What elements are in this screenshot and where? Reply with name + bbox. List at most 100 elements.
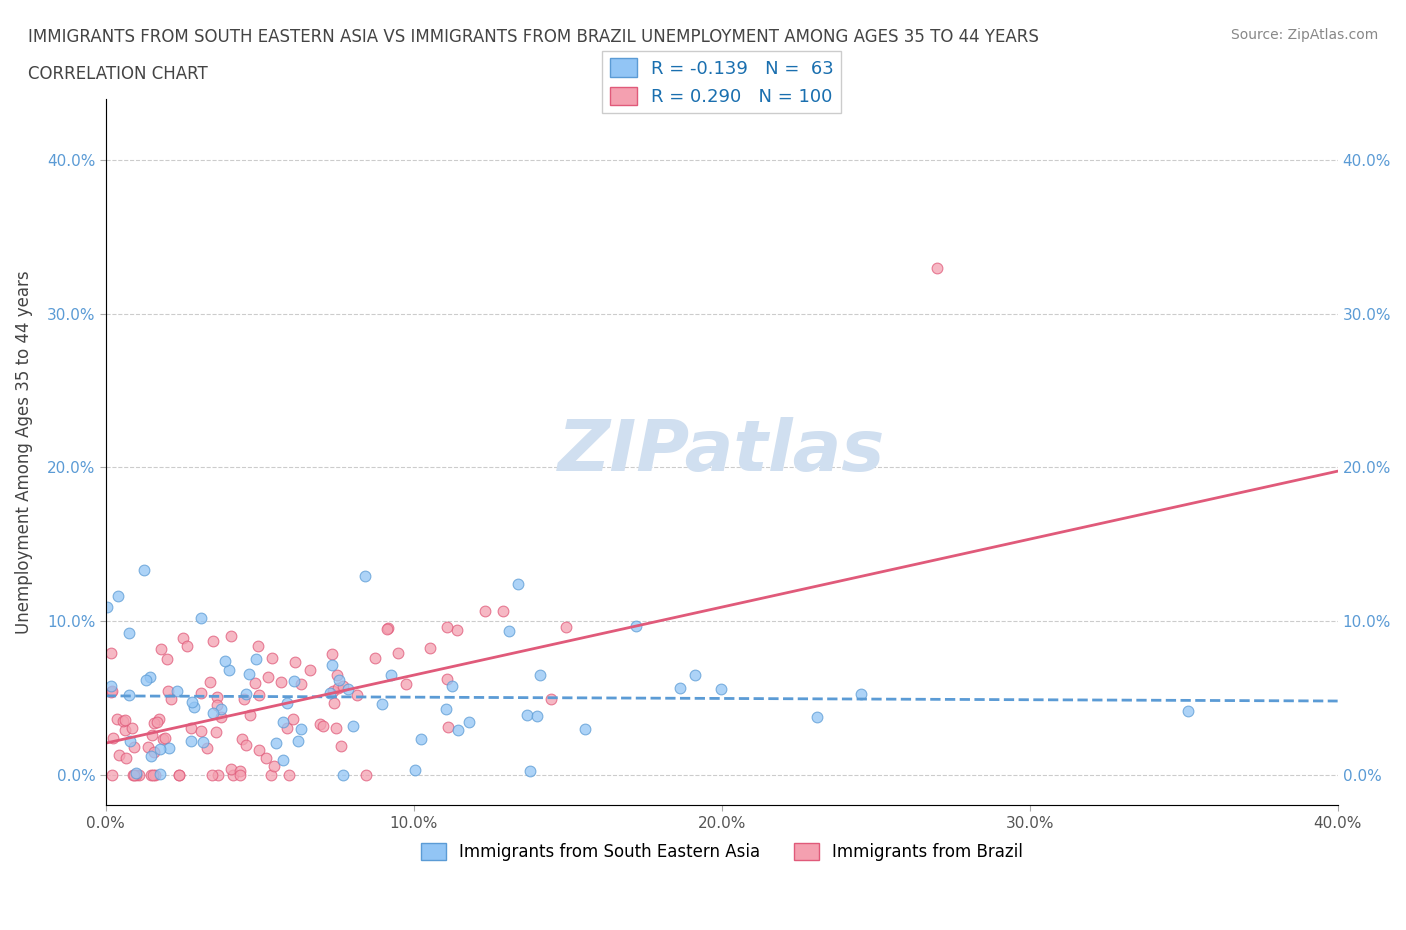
Text: Source: ZipAtlas.com: Source: ZipAtlas.com: [1230, 28, 1378, 42]
Point: [245, 651, 267, 666]
Point: [516, 708, 538, 723]
Point: [287, 733, 309, 748]
Point: [132, 563, 155, 578]
Point: [201, 706, 224, 721]
Point: [574, 722, 596, 737]
Point: [529, 668, 551, 683]
Point: [710, 682, 733, 697]
Point: [238, 666, 260, 681]
Point: [404, 762, 426, 777]
Point: [149, 642, 172, 657]
Point: [436, 671, 458, 686]
Point: [139, 767, 162, 782]
Point: [107, 589, 129, 604]
Point: [103, 731, 125, 746]
Point: [169, 767, 191, 782]
Point: [100, 684, 122, 699]
Point: [271, 715, 294, 730]
Point: [526, 709, 548, 724]
Text: CORRELATION CHART: CORRELATION CHART: [28, 65, 208, 83]
Point: [146, 715, 169, 730]
Point: [142, 767, 165, 782]
Point: [200, 675, 222, 690]
Point: [419, 641, 441, 656]
Point: [409, 731, 432, 746]
Point: [229, 764, 252, 778]
Point: [387, 645, 409, 660]
Point: [222, 767, 245, 782]
Point: [626, 618, 648, 633]
Point: [96, 599, 118, 614]
Point: [141, 728, 163, 743]
Point: [229, 767, 252, 782]
Point: [100, 767, 122, 782]
Point: [114, 723, 136, 737]
Point: [281, 712, 304, 727]
Point: [153, 731, 176, 746]
Text: IMMIGRANTS FROM SOUTH EASTERN ASIA VS IMMIGRANTS FROM BRAZIL UNEMPLOYMENT AMONG : IMMIGRANTS FROM SOUTH EASTERN ASIA VS IM…: [28, 28, 1039, 46]
Point: [124, 765, 146, 780]
Point: [519, 764, 541, 778]
Point: [276, 696, 298, 711]
Point: [276, 720, 298, 735]
Point: [337, 682, 360, 697]
Point: [290, 722, 312, 737]
Point: [233, 692, 256, 707]
Point: [243, 676, 266, 691]
Point: [100, 678, 122, 693]
Point: [436, 619, 458, 634]
Point: [260, 651, 283, 666]
Point: [270, 674, 292, 689]
Point: [375, 622, 398, 637]
Point: [142, 715, 165, 730]
Point: [207, 698, 229, 712]
Point: [149, 741, 172, 756]
Point: [201, 767, 224, 782]
Point: [1177, 704, 1199, 719]
Point: [141, 749, 163, 764]
Point: [190, 610, 212, 625]
Point: [183, 699, 205, 714]
Point: [321, 646, 343, 661]
Point: [195, 740, 218, 755]
Point: [122, 739, 145, 754]
Point: [149, 767, 172, 782]
Point: [309, 717, 332, 732]
Point: [209, 710, 232, 724]
Point: [205, 724, 228, 739]
Point: [156, 684, 179, 698]
Point: [249, 742, 271, 757]
Point: [100, 684, 122, 698]
Point: [235, 686, 257, 701]
Point: [122, 767, 145, 782]
Point: [214, 654, 236, 669]
Point: [246, 639, 269, 654]
Point: [209, 701, 232, 716]
Point: [322, 684, 344, 698]
Point: [326, 668, 349, 683]
Point: [540, 692, 562, 707]
Point: [277, 767, 299, 782]
Point: [231, 731, 253, 746]
Point: [221, 762, 243, 777]
Point: [207, 767, 229, 782]
Point: [118, 688, 141, 703]
Point: [326, 680, 349, 695]
Point: [437, 720, 460, 735]
Point: [190, 724, 212, 738]
Point: [239, 708, 262, 723]
Point: [371, 697, 394, 711]
Point: [806, 710, 828, 724]
Point: [346, 687, 368, 702]
Point: [260, 767, 283, 782]
Point: [271, 752, 294, 767]
Point: [235, 737, 257, 752]
Point: [328, 672, 350, 687]
Point: [181, 695, 204, 710]
Point: [434, 701, 457, 716]
Point: [364, 651, 387, 666]
Point: [136, 739, 159, 754]
Point: [112, 713, 135, 728]
Point: [685, 668, 707, 683]
Point: [356, 767, 378, 782]
